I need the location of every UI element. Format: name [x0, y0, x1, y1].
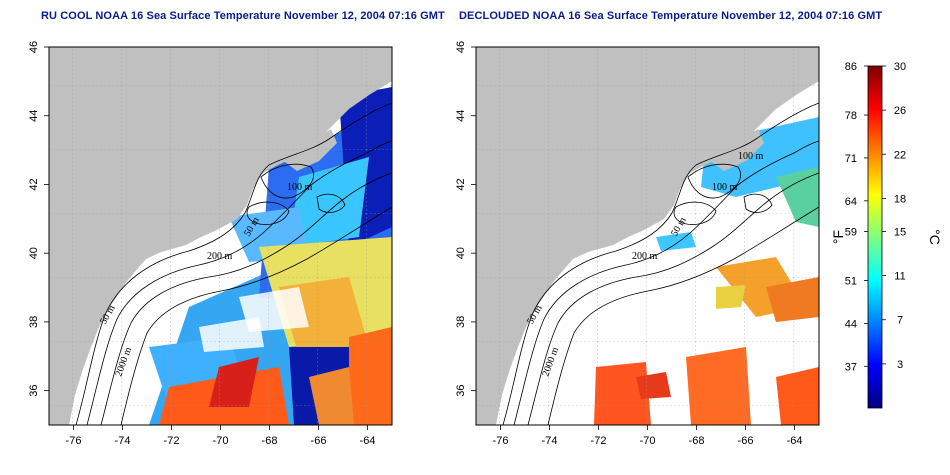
colorbar-celsius-unit: °C [927, 229, 943, 245]
right-lat-tick-label: 46 [455, 41, 467, 53]
right-contour-label-200: 200 m [632, 251, 658, 262]
colorbar-c-tick-label: 15 [894, 226, 906, 238]
right-contour-label-100-a: 100 m [738, 151, 764, 162]
colorbar-c-tick-label: 18 [894, 193, 906, 205]
colorbar-f-tick-label: 86 [845, 61, 857, 73]
right-lat-ticks: 36 38 40 42 44 46 [455, 41, 476, 397]
colorbar-fahrenheit-ticks: 86 78 71 64 59 51 44 37 [845, 61, 868, 373]
colorbar-f-tick-label: 64 [845, 196, 857, 208]
left-lon-tick-label: -72 [164, 435, 180, 447]
right-lon-tick-label: -74 [542, 435, 558, 447]
right-lon-tick-label: -66 [738, 435, 754, 447]
left-lat-tick-label: 42 [28, 178, 40, 190]
colorbar-f-tick-label: 71 [845, 153, 857, 165]
left-gridlines [49, 47, 392, 425]
left-lon-tick-label: -64 [360, 435, 376, 447]
right-lat-tick-label: 42 [455, 178, 467, 190]
colorbar-c-tick-label: 11 [894, 271, 905, 283]
left-lon-tick-label: -66 [311, 435, 327, 447]
left-lat-tick-label: 40 [28, 247, 40, 259]
left-lon-tick-label: -68 [262, 435, 278, 447]
right-lon-tick-label: -70 [640, 435, 656, 447]
right-lon-tick-label: -64 [787, 435, 803, 447]
colorbar-c-tick-label: 7 [897, 315, 903, 327]
right-contour-label-100-b: 100 m [712, 182, 738, 193]
right-gridlines [476, 47, 819, 425]
colorbar-c-tick-label: 26 [894, 105, 906, 117]
left-contour-label-100: 100 m [287, 182, 313, 193]
colorbar-c-tick-label: 3 [897, 359, 903, 371]
colorbar-f-tick-label: 51 [845, 276, 857, 288]
right-lat-tick-label: 36 [455, 385, 467, 397]
right-map-title: DECLOUDED NOAA 16 Sea Surface Temperatur… [459, 10, 883, 22]
left-lon-tick-label: -76 [66, 435, 82, 447]
right-lon-tick-label: -76 [493, 435, 509, 447]
left-map-title: RU COOL NOAA 16 Sea Surface Temperature … [41, 10, 445, 22]
left-lat-tick-label: 44 [28, 110, 40, 122]
right-lon-tick-label: -68 [689, 435, 705, 447]
right-lon-ticks: -76 -74 -72 -70 -68 -66 -64 [493, 425, 803, 447]
colorbar-gradient [867, 65, 883, 409]
right-lat-tick-label: 44 [455, 110, 467, 122]
colorbar-f-tick-label: 78 [845, 110, 857, 122]
left-lat-ticks: 36 38 40 42 44 46 [28, 41, 49, 397]
left-lat-tick-label: 38 [28, 316, 40, 328]
colorbar-celsius-ticks: 30 26 22 18 15 11 7 3 [882, 61, 906, 371]
left-lat-tick-label: 36 [28, 385, 40, 397]
left-map-panel: 100 m 50 m 200 m 50 m 2000 m -76 -74 -72 -7… [28, 41, 393, 447]
colorbar-f-tick-label: 59 [845, 226, 857, 238]
right-lon-tick-label: -72 [591, 435, 607, 447]
colorbar-c-tick-label: 30 [894, 61, 906, 73]
left-lat-tick-label: 46 [28, 41, 40, 53]
right-lat-tick-label: 40 [455, 247, 467, 259]
left-contour-label-200: 200 m [207, 251, 233, 262]
left-lon-tick-label: -70 [213, 435, 229, 447]
left-lon-tick-label: -74 [115, 435, 131, 447]
colorbar-c-tick-label: 22 [894, 149, 906, 161]
colorbar-f-tick-label: 37 [845, 361, 857, 373]
right-map-panel: 100 m 100 m 50 m 200 m 50 m 2000 m -76 -7… [455, 41, 820, 447]
left-lon-ticks: -76 -74 -72 -70 -68 -66 -64 [66, 425, 376, 447]
right-lat-tick-label: 38 [455, 316, 467, 328]
colorbar-fahrenheit-unit: °F [830, 230, 846, 244]
colorbar: 86 78 71 64 59 51 44 37 30 26 22 18 15 11 7 3 °F °C [830, 61, 943, 409]
colorbar-f-tick-label: 44 [845, 318, 857, 330]
